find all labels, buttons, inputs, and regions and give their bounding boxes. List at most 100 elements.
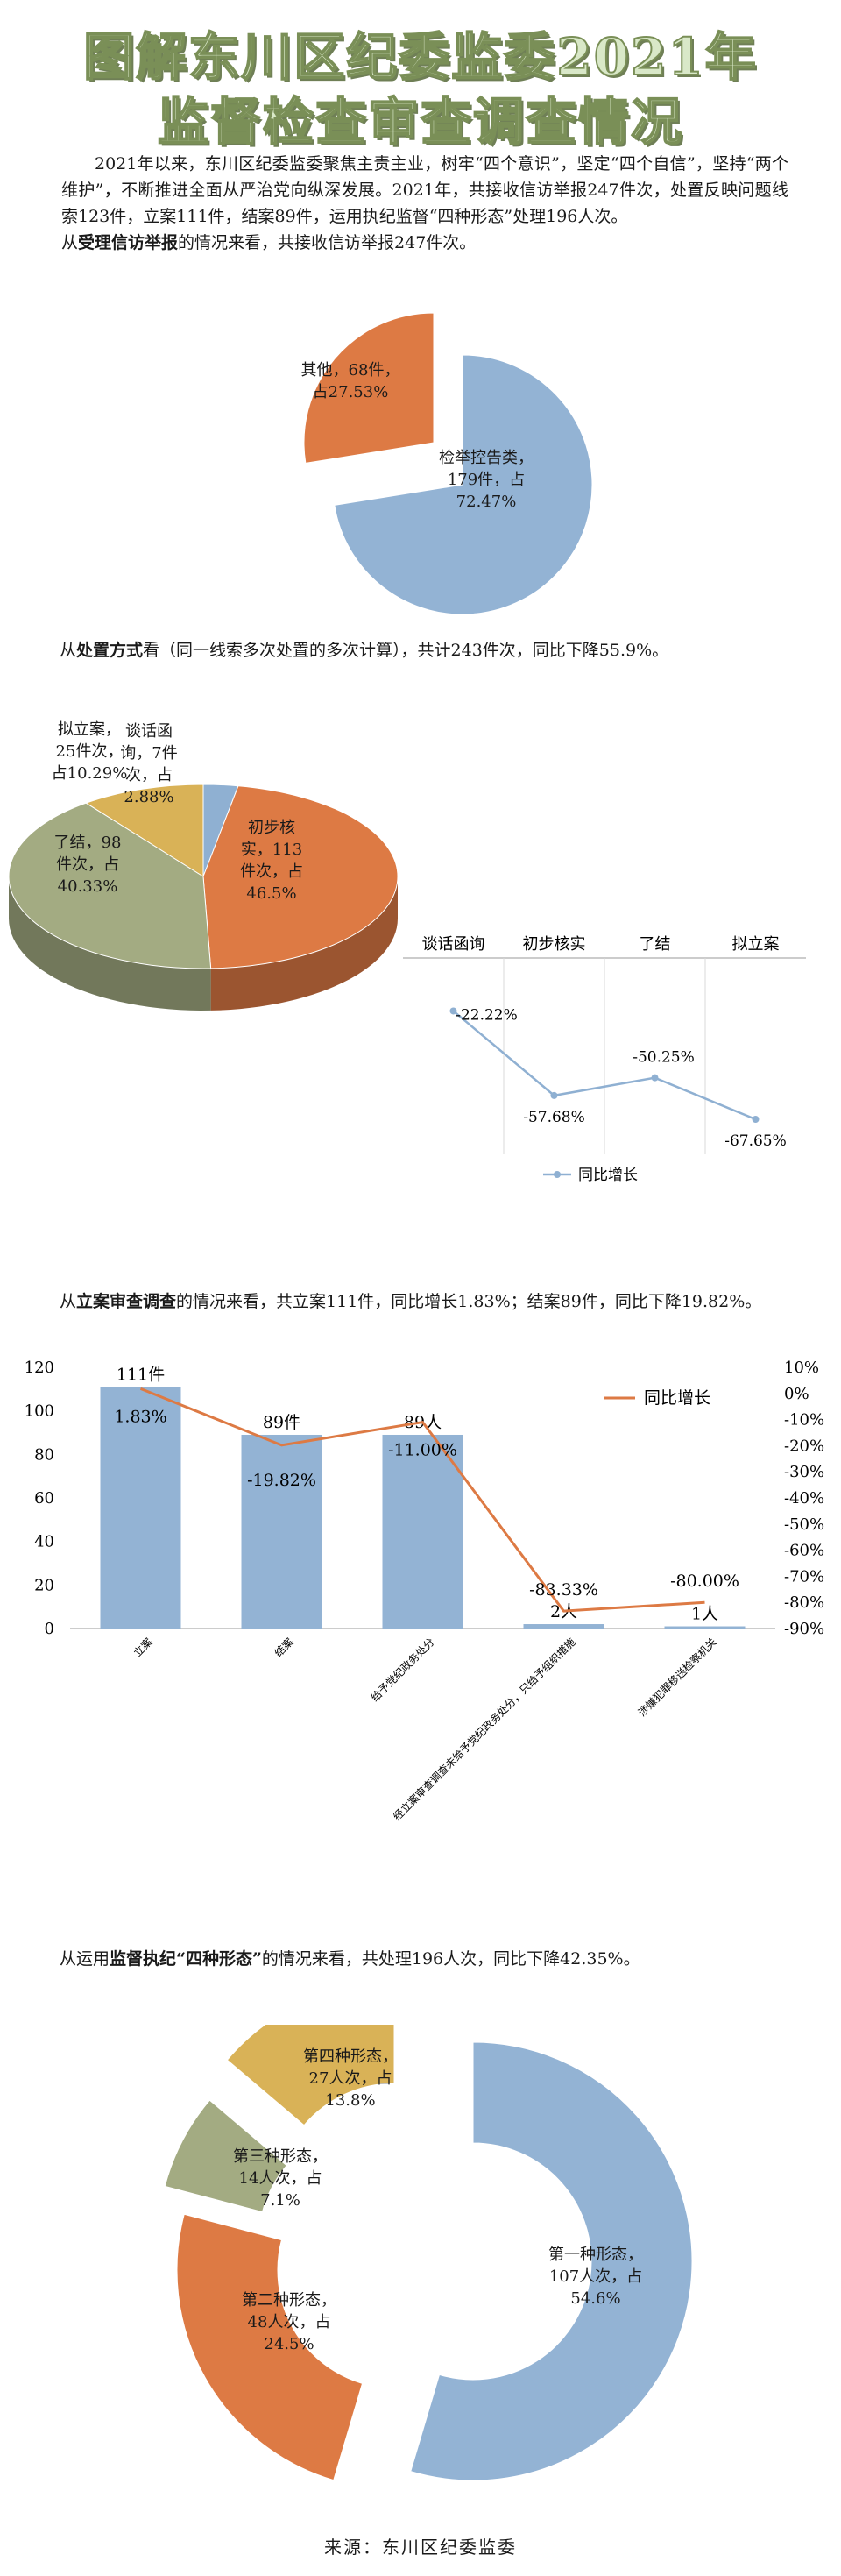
donut-slice	[176, 2213, 364, 2481]
category-tick-label: 谈话函询	[422, 935, 485, 954]
right-axis-tick: 10%	[784, 1359, 819, 1377]
growth-point	[651, 1074, 659, 1082]
category-tick-label: 了结	[640, 935, 671, 954]
bar-value-label: 1人	[691, 1605, 718, 1624]
donut-slice	[226, 2025, 395, 2126]
donut-slice-label: 第二种形态， 48人次，占 24.5%	[242, 2291, 336, 2353]
right-axis-tick: -70%	[784, 1567, 824, 1586]
section4-bold: 监督执纪“四种形态”	[110, 1949, 262, 1969]
section3-paragraph: 从立案审查调查的情况来看，共立案111件，同比增长1.83%；结案89件，同比下…	[26, 1288, 788, 1315]
right-axis-tick: -50%	[784, 1515, 824, 1534]
left-axis-tick: 120	[25, 1359, 54, 1377]
section1-text: 从受理信访举报的情况来看，共接收信访举报247件次。	[61, 233, 476, 252]
pie-slice-group	[334, 354, 593, 614]
case-bar-chart: 0 20 40 60 80 100 120 10% 0% -10% -20% -30% -40% -50%…	[25, 1359, 824, 1823]
legend-marker	[554, 1171, 561, 1178]
intro-paragraph: 2021年以来，东川区纪委监委聚焦主责主业，树牢“四个意识”，坚定“四个自信”，…	[61, 151, 788, 256]
section1-pre: 从	[61, 233, 79, 252]
bar-value-label: 111件	[117, 1365, 165, 1384]
left-axis-tick: 60	[34, 1489, 54, 1508]
category-tick-label: 经立案审查调查未给予党纪政务处分，只给予组织措施	[390, 1636, 577, 1823]
page-title: 图解东川区纪委监委2021年	[82, 26, 758, 88]
right-axis-tick: -10%	[784, 1411, 824, 1430]
section2-post: 看（同一线索多次处置的多次计算），共计243件次，同比下降55.9%。	[143, 641, 669, 660]
section2-paragraph: 从处置方式看（同一线索多次处置的多次计算），共计243件次，同比下降55.9%。	[26, 637, 788, 664]
section3-post: 的情况来看，共立案111件，同比增长1.83%；结案89件，同比下降19.82%…	[176, 1292, 762, 1311]
donut-slice-label: 第三种形态， 14人次，占 7.1%	[233, 2147, 328, 2210]
pie-slice-label: 其他，68件，占27.53%	[301, 361, 400, 401]
left-axis-tick: 0	[45, 1620, 54, 1638]
four-forms-donut-chart: 第一种形态， 107人次，占 54.6% 第二种形态， 48人次，占 24.5% 第三种形态…	[164, 2025, 693, 2481]
intro-text: 2021年以来，东川区纪委监委聚焦主责主业，树牢“四个意识”，坚定“四个自信”，…	[61, 154, 788, 226]
growth-line	[452, 1010, 756, 1121]
section2-bold: 处置方式	[76, 641, 144, 660]
legend-label: 同比增长	[644, 1388, 710, 1408]
growth-data-label: -83.33%	[529, 1580, 598, 1600]
pie-slice-label: 谈话函询，7件次，占 2.88%	[120, 722, 177, 806]
pie-slice-group	[303, 312, 435, 465]
growth-point	[449, 1007, 457, 1015]
page-subtitle: 监督检查审查调查情况	[157, 91, 683, 153]
growth-data-label: -19.82%	[247, 1471, 316, 1490]
right-axis-tick: -20%	[784, 1437, 824, 1455]
growth-line	[139, 1387, 705, 1613]
pie-slice-label: 了结，98 件次，占 40.33%	[54, 834, 122, 896]
pie-slice	[202, 785, 399, 969]
category-tick-label: 初步核实	[523, 935, 586, 954]
pie-slice-label: 拟立案， 25件次，占10.29%	[52, 720, 128, 783]
section4-pre: 从运用	[60, 1949, 110, 1969]
bar	[382, 1434, 463, 1629]
growth-point	[752, 1116, 760, 1124]
section2-pre: 从	[60, 641, 77, 660]
section3-bold: 立案审查调查	[76, 1292, 177, 1311]
left-axis-tick: 80	[34, 1445, 54, 1464]
growth-data-label: -57.68%	[523, 1109, 585, 1126]
left-axis-tick: 40	[34, 1533, 54, 1551]
category-tick-label: 给予党纪政务处分	[368, 1636, 436, 1705]
source-footer: 来源：东川区纪委监委	[324, 2537, 517, 2558]
category-tick-label: 拟立案	[732, 935, 780, 954]
left-axis-tick: 100	[25, 1402, 54, 1421]
category-tick-label: 立案	[131, 1636, 155, 1660]
pie-slice-label: 检举控告类， 179件，占 72.47%	[439, 449, 534, 511]
section4-post: 的情况来看，共处理196人次，同比下降42.35%。	[261, 1949, 640, 1969]
category-tick-label: 涉嫌犯罪移送检察机关	[635, 1636, 718, 1719]
growth-data-label: -50.25%	[633, 1049, 695, 1067]
pie-slice	[303, 312, 435, 465]
growth-data-label: -11.00%	[388, 1441, 457, 1460]
section1-bold: 受理信访举报	[78, 233, 179, 252]
disposal-growth-chart: 谈话函询 初步核实 了结 拟立案 -22.22% -57.68% -50.25% -67.65…	[403, 935, 806, 1184]
pie-slice-label: 初步核实，113 件次，占 46.5%	[240, 819, 303, 903]
growth-data-label: -22.22%	[456, 1006, 518, 1024]
pie-side	[210, 876, 398, 1011]
growth-data-label: 1.83%	[114, 1407, 166, 1426]
pie-slice	[85, 784, 204, 877]
section1-post: 的情况来看，共接收信访举报247件次。	[178, 233, 477, 252]
bar	[100, 1387, 181, 1629]
pie-slice	[334, 354, 593, 614]
pie-side	[9, 876, 211, 1011]
donut-slice-group	[226, 2025, 395, 2126]
disposal-pie-chart: 谈话函询，7件次，占 2.88% 初步核实，113 件次，占 46.5% 了结，98 件次，…	[8, 720, 399, 1011]
bar	[241, 1434, 322, 1629]
donut-slice	[410, 2041, 693, 2481]
bar	[523, 1624, 604, 1629]
right-axis-tick: -30%	[784, 1463, 824, 1481]
right-axis-tick: -90%	[784, 1620, 824, 1638]
right-axis-tick: -60%	[784, 1542, 824, 1560]
donut-slice-label: 第四种形态， 27人次，占 13.8%	[303, 2047, 398, 2110]
growth-data-label: -67.65%	[724, 1132, 787, 1150]
legend-label: 同比增长	[578, 1167, 638, 1184]
growth-point	[550, 1091, 558, 1099]
left-axis-tick: 20	[34, 1576, 54, 1594]
section3-pre: 从	[60, 1292, 77, 1311]
growth-data-label: -80.00%	[670, 1572, 739, 1591]
bar	[664, 1626, 746, 1629]
section4-paragraph: 从运用监督执纪“四种形态”的情况来看，共处理196人次，同比下降42.35%。	[26, 1946, 788, 1972]
donut-slice	[164, 2099, 287, 2213]
bar-value-label: 89件	[263, 1413, 300, 1432]
pie-slice	[8, 802, 212, 969]
donut-slice-label: 第一种形态， 107人次，占 54.6%	[548, 2246, 643, 2308]
right-axis-tick: -40%	[784, 1489, 824, 1508]
complaints-pie-chart: 检举控告类， 179件，占 72.47% 其他，68件，占27.53%	[301, 312, 593, 614]
